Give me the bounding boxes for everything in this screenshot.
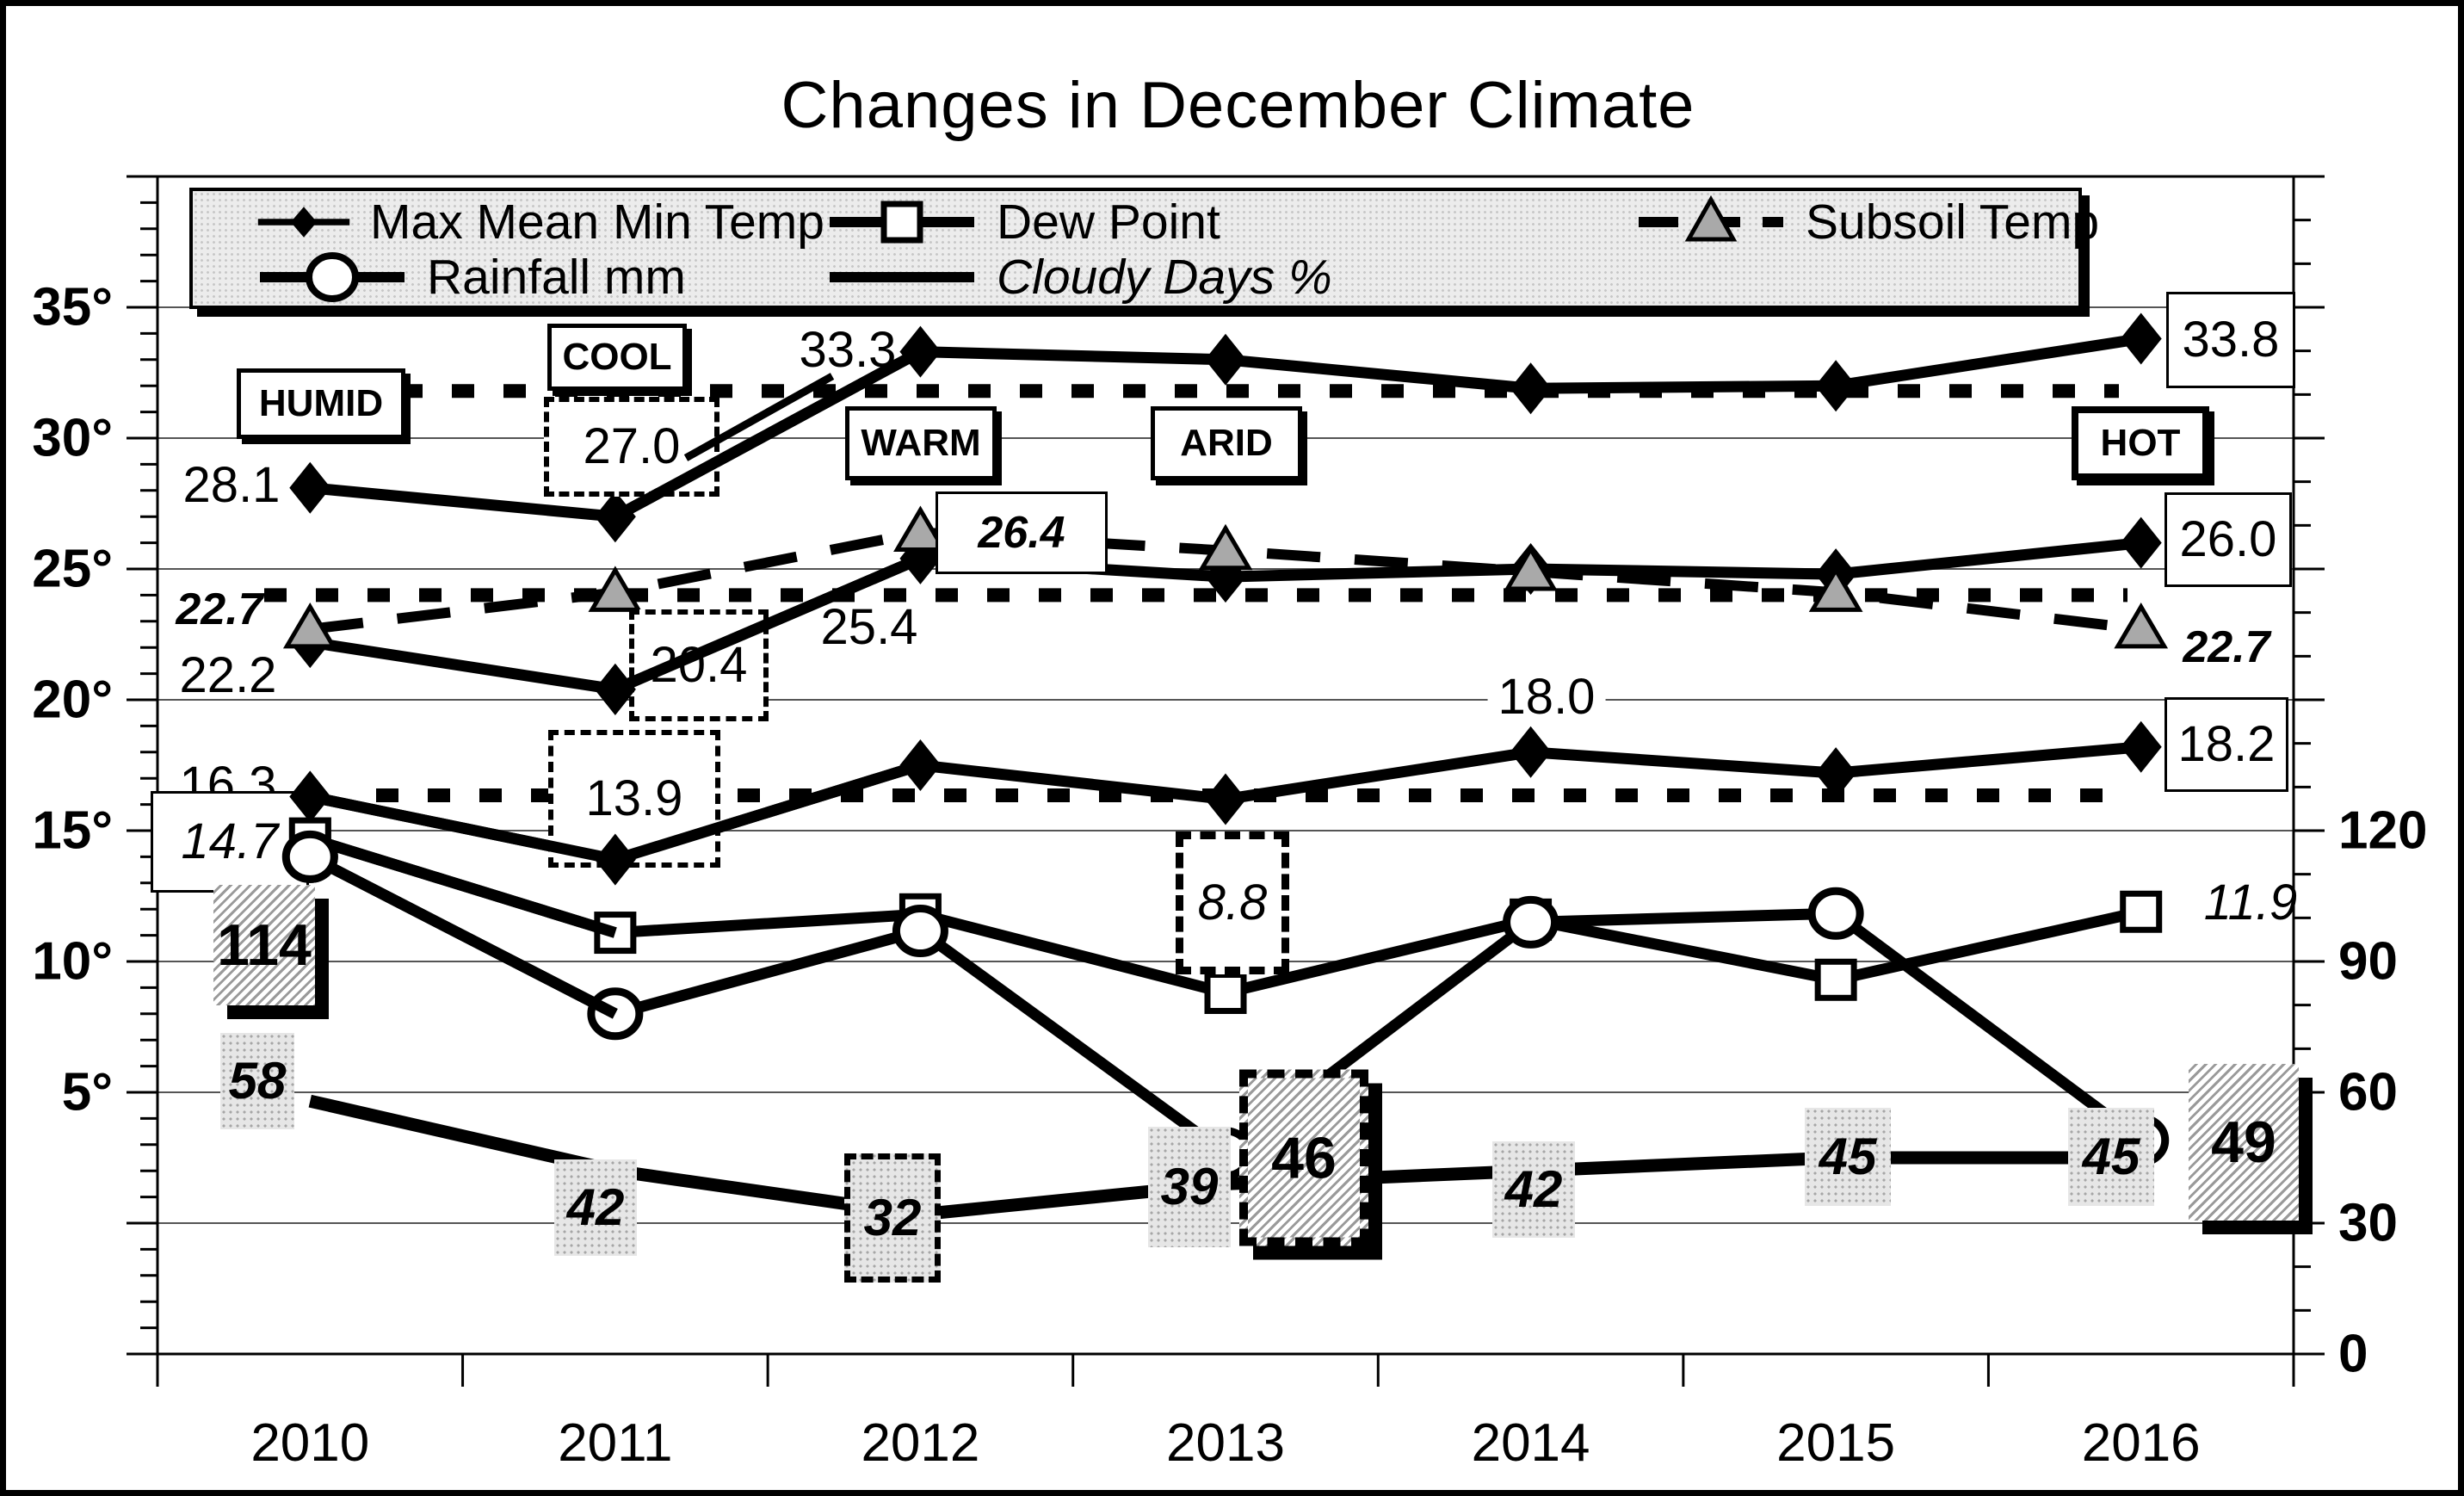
label-mean-2011: 20.4: [629, 609, 769, 721]
legend-item-cloudy-days-: Cloudy Days %: [824, 249, 1633, 306]
svg-text:2016: 2016: [2082, 1413, 2201, 1473]
svg-text:60: 60: [2338, 1063, 2398, 1122]
svg-text:0: 0: [2338, 1325, 2368, 1384]
legend-item-dew-point: Dew Point: [824, 194, 1633, 250]
label-max-2012: 33.3: [799, 322, 897, 378]
svg-text:2015: 2015: [1776, 1413, 1895, 1473]
label-dew-2010: 14.7: [151, 791, 309, 893]
svg-text:90: 90: [2338, 932, 2398, 992]
svg-text:2013: 2013: [1166, 1413, 1285, 1473]
svg-text:120: 120: [2338, 801, 2427, 861]
label-rain-2010: 114: [213, 885, 315, 1005]
legend-item-max-mean-min-temp: Max Mean Min Temp: [255, 194, 824, 250]
solid-line-marker-icon: [830, 271, 974, 282]
label-rain-2013: 46: [1239, 1069, 1368, 1246]
legend-item-subsoil-temp: Subsoil Temp: [1633, 194, 2099, 250]
legend-row: Rainfall mm Cloudy Days %: [255, 249, 2078, 306]
circle-marker-icon: [260, 251, 404, 302]
svg-text:25°: 25°: [32, 540, 113, 599]
legend-label: Max Mean Min Temp: [370, 194, 824, 250]
svg-text:15°: 15°: [32, 801, 113, 861]
label-cloud-2014: 42: [1492, 1141, 1575, 1238]
square-marker-icon: [830, 201, 974, 243]
label-subsoil-2010: 22.7: [176, 584, 263, 634]
label-cloud-2013: 39: [1148, 1127, 1231, 1247]
label-mean-2010: 22.2: [179, 647, 277, 703]
label-cloud-2012: 32: [844, 1153, 941, 1283]
legend-label: Subsoil Temp: [1806, 194, 2100, 250]
svg-text:5°: 5°: [62, 1063, 113, 1122]
label-min-2014: 18.0: [1487, 672, 1606, 722]
label-min-2011: 13.9: [548, 730, 720, 868]
svg-text:2010: 2010: [250, 1413, 369, 1473]
label-cloud-2010: 58: [220, 1033, 294, 1129]
annotation-humid: HUMID: [237, 368, 405, 439]
annotation-cool: COOL: [547, 324, 687, 391]
svg-text:20°: 20°: [32, 671, 113, 730]
legend-label: Cloudy Days %: [997, 249, 1332, 305]
label-dew-2013: 8.8: [1176, 831, 1289, 974]
legend-label: Rainfall mm: [427, 249, 686, 305]
chart-title: Changes in December Climate: [781, 69, 1695, 142]
svg-text:10°: 10°: [32, 932, 113, 992]
annotation-hot: HOT: [2072, 406, 2209, 480]
svg-text:35°: 35°: [32, 278, 113, 337]
svg-text:30°: 30°: [32, 409, 113, 468]
svg-text:2014: 2014: [1472, 1413, 1590, 1473]
label-subsoil-2012: 26.4: [936, 491, 1108, 574]
annotation-arid: ARID: [1151, 406, 1302, 480]
legend-item-rainfall-mm: Rainfall mm: [255, 249, 824, 306]
legend-row: Max Mean Min Temp Dew Point Subsoil Temp: [255, 194, 2099, 250]
svg-text:2012: 2012: [861, 1413, 979, 1473]
triangle-marker-icon: [1639, 195, 1783, 241]
label-rain-2016: 49: [2189, 1064, 2299, 1221]
label-min-2016: 18.2: [2164, 697, 2288, 792]
annotation-warm: WARM: [845, 406, 997, 480]
label-max-2011: 27.0: [544, 397, 719, 497]
label-cloud-2016: 45: [2068, 1108, 2154, 1206]
label-mean-2012: 25.4: [820, 599, 918, 655]
legend-label: Dew Point: [997, 194, 1220, 250]
label-cloud-2015: 45: [1805, 1108, 1891, 1206]
label-cloud-2011: 42: [554, 1159, 637, 1256]
diamond-marker-icon: [257, 206, 350, 238]
svg-text:2011: 2011: [558, 1413, 672, 1473]
label-subsoil-2016: 22.7: [2183, 622, 2270, 672]
label-mean-2016: 26.0: [2164, 492, 2292, 587]
svg-text:30: 30: [2338, 1194, 2398, 1253]
label-dew-2016: 11.9: [2203, 875, 2298, 930]
label-max-2016: 33.8: [2166, 292, 2295, 388]
label-max-2010: 28.1: [182, 457, 281, 513]
legend: Max Mean Min Temp Dew Point Subsoil Temp R…: [189, 188, 2099, 309]
